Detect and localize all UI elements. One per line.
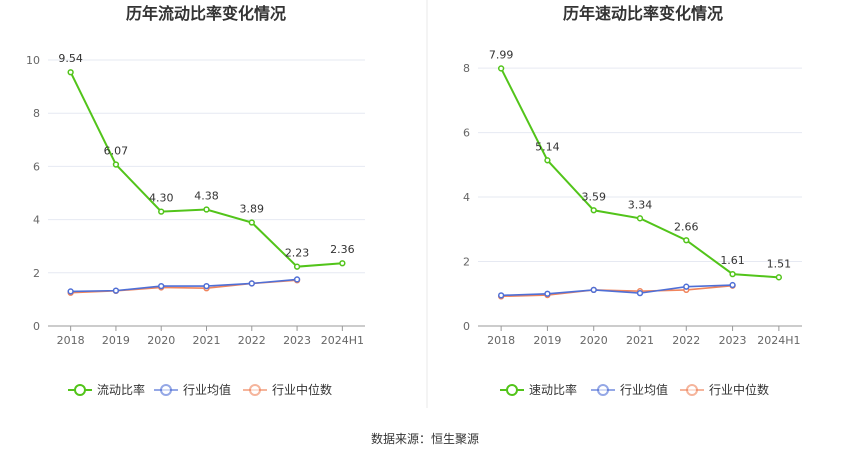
legend-item-main: 流动比率 (68, 382, 145, 397)
legend-item-median: 行业中位数 (243, 382, 332, 397)
y-tick-label: 0 (463, 320, 470, 333)
data-point (683, 237, 690, 244)
data-point (636, 289, 644, 297)
x-tick-label: 2019 (533, 334, 561, 347)
data-label: 1.61 (720, 254, 745, 267)
x-tick-label: 2021 (626, 334, 654, 347)
data-label: 3.59 (581, 190, 606, 203)
legend-marker (160, 384, 172, 396)
y-tick-label: 8 (33, 107, 40, 120)
data-point (636, 215, 644, 222)
x-tick-label: 2023 (719, 334, 747, 347)
x-tick-label: 2022 (672, 334, 700, 347)
legend-label: 行业均值 (183, 382, 231, 397)
legend-label: 流动比率 (97, 382, 145, 397)
data-label: 3.34 (628, 198, 653, 211)
data-point (112, 287, 120, 294)
data-point (544, 157, 551, 164)
data-label: 6.07 (104, 145, 129, 158)
data-point (729, 281, 736, 289)
x-tick-label: 2020 (580, 334, 608, 347)
data-label: 3.89 (240, 203, 265, 216)
x-tick-label: 2022 (238, 334, 266, 347)
data-source: 数据来源：恒生聚源 (371, 431, 479, 446)
legend-item-avg: 行业均值 (591, 382, 668, 397)
chart-current-ratio: 历年流动比率变化情况 0 2 4 6 8 10 2018 2019 2020 2021 2022 202… (26, 4, 365, 397)
legend-marker (597, 384, 609, 396)
x-tick-label: 2020 (147, 334, 175, 347)
data-point (497, 292, 505, 299)
series-line-avg (70, 278, 298, 293)
series-line-main (500, 67, 779, 279)
data-label: 2.36 (330, 243, 355, 256)
data-label: 4.30 (149, 192, 174, 205)
x-tick-label: 2021 (193, 334, 221, 347)
data-point (590, 286, 597, 294)
data-label: 2.23 (285, 247, 310, 260)
data-point (248, 219, 255, 226)
legend-marker (74, 384, 86, 396)
y-tick-label: 8 (463, 62, 470, 75)
y-tick-label: 6 (463, 127, 470, 140)
y-tick-label: 10 (26, 54, 40, 67)
legend-marker (686, 384, 698, 396)
legend-label: 行业均值 (620, 382, 668, 397)
data-point (683, 283, 690, 290)
series-line-avg (501, 284, 733, 297)
x-tick-label: 2023 (283, 334, 311, 347)
data-label: 5.14 (535, 140, 560, 153)
x-tick-label: 2018 (487, 334, 515, 347)
data-label: 9.54 (58, 52, 83, 65)
legend-label: 行业中位数 (272, 382, 332, 397)
data-point (248, 280, 255, 287)
legend-label: 速动比率 (529, 382, 577, 397)
x-tick-label: 2018 (57, 334, 85, 347)
data-point (112, 161, 120, 168)
chart-quick-ratio: 历年速动比率变化情况 0 2 4 6 8 2018 2019 2020 2021 2022 2023 2… (463, 4, 802, 397)
data-point (203, 282, 210, 290)
legend-item-main: 速动比率 (500, 382, 577, 397)
legend-item-median: 行业中位数 (680, 382, 769, 397)
data-point (158, 282, 165, 290)
legend-item-avg: 行业均值 (154, 382, 231, 397)
data-point (203, 206, 210, 213)
legend-marker (249, 384, 261, 396)
data-point (729, 270, 736, 278)
data-label: 2.66 (674, 220, 699, 233)
data-point (67, 288, 74, 295)
y-tick-label: 2 (463, 256, 470, 269)
data-point (590, 207, 597, 214)
data-point (158, 208, 165, 215)
series-line-main (69, 71, 343, 268)
legend-marker (506, 384, 518, 396)
data-point (67, 69, 74, 76)
x-tick-label: 2024H1 (757, 334, 800, 347)
data-point (544, 290, 551, 297)
data-point (497, 65, 505, 72)
y-tick-label: 6 (33, 160, 40, 173)
data-point (293, 263, 301, 270)
y-tick-label: 4 (463, 191, 470, 204)
data-label: 1.51 (767, 257, 792, 270)
chart-title: 历年速动比率变化情况 (563, 4, 723, 23)
chart-title: 历年流动比率变化情况 (126, 4, 286, 23)
data-point (339, 260, 346, 267)
legend-label: 行业中位数 (709, 382, 769, 397)
data-point (775, 274, 783, 281)
series-line-median (501, 284, 733, 298)
data-point (293, 276, 301, 283)
data-label: 7.99 (489, 48, 514, 61)
data-label: 4.38 (194, 189, 219, 202)
x-tick-label: 2024H1 (321, 334, 364, 347)
x-tick-label: 2019 (102, 334, 130, 347)
y-tick-label: 0 (33, 320, 40, 333)
y-tick-label: 2 (33, 267, 40, 280)
y-tick-label: 4 (33, 214, 40, 227)
